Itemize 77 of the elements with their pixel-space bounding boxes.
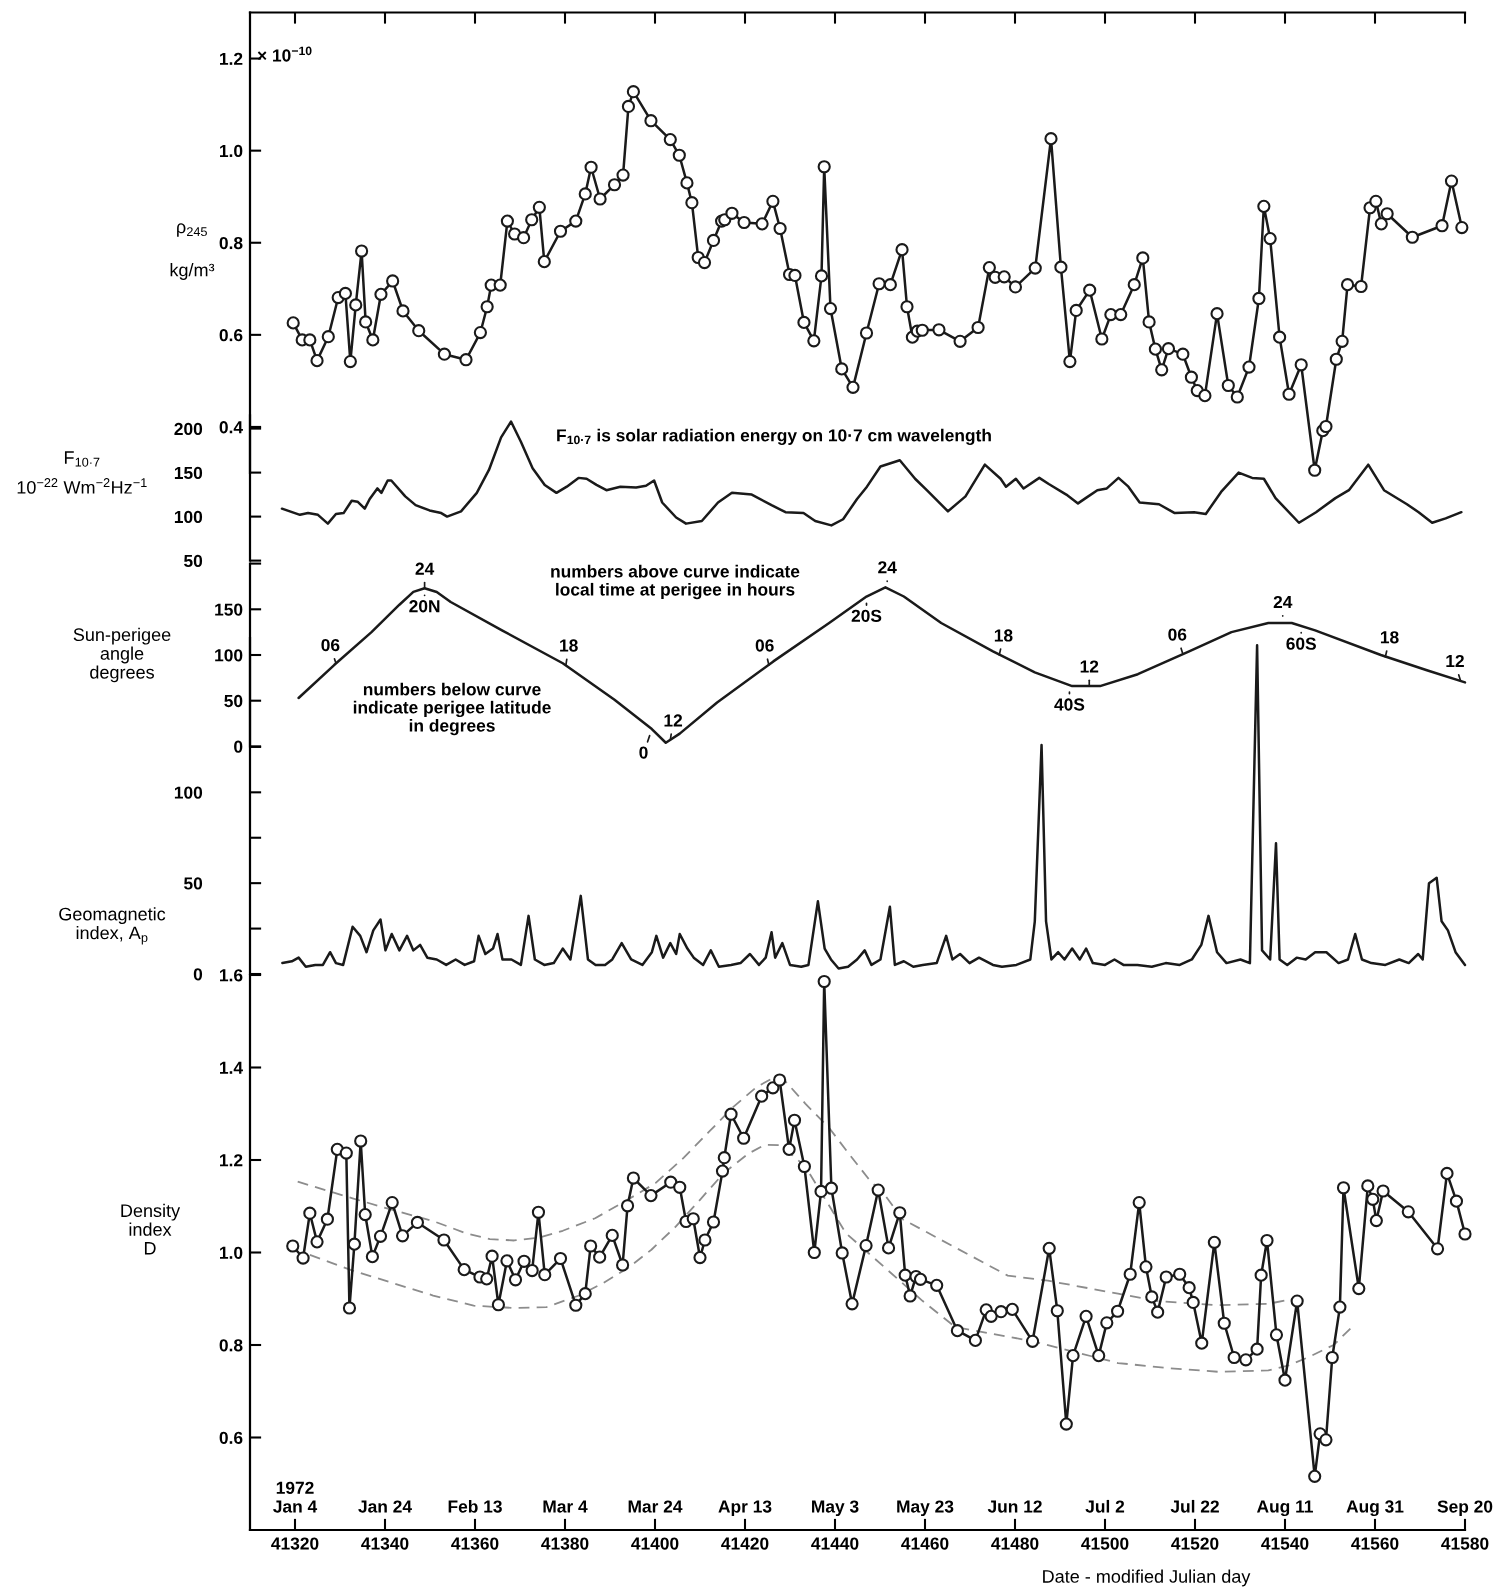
x2-tick-label: Jul 2 bbox=[1085, 1499, 1125, 1513]
annotation: 06 bbox=[755, 639, 774, 652]
x2-tick-label: Aug 31 bbox=[1346, 1500, 1404, 1517]
annotation: 0 bbox=[639, 746, 648, 759]
x-tick-label: 41540 bbox=[1261, 1537, 1309, 1550]
y-tick-label: 1.0 bbox=[220, 1246, 243, 1259]
text: F$_{10·7}$ 10$^{−22}$ Wm$^{−2}$Hz$^{−1}$ bbox=[17, 451, 147, 494]
y-tick-label: 150 bbox=[215, 603, 243, 616]
annotation: 24 bbox=[878, 561, 897, 574]
y-tick-label: 0.6 bbox=[219, 329, 243, 342]
x2-tick-label: May 23 bbox=[897, 1500, 954, 1517]
y-tick-label: 0.4 bbox=[219, 421, 243, 434]
y-tick-label: 150 bbox=[174, 466, 203, 480]
x2-tick-label: May 3 bbox=[812, 1500, 859, 1517]
y-tick-label: 50 bbox=[184, 877, 203, 890]
y-axis-title: Geomagnetic index, A$_{p}$ bbox=[59, 907, 166, 945]
y-tick-label: 0 bbox=[193, 968, 203, 981]
x-tick-label: 41340 bbox=[361, 1537, 409, 1550]
y-tick-label: 1.0 bbox=[220, 144, 243, 158]
annotation: 12 bbox=[1446, 654, 1464, 668]
y-tick-label: 1.2 bbox=[220, 52, 243, 65]
x-tick-label: 41420 bbox=[721, 1537, 769, 1550]
x2-tick-label: Mar 4 bbox=[543, 1500, 588, 1513]
annotation: 18 bbox=[1380, 631, 1399, 644]
x2-tick-label: Mar 24 bbox=[628, 1500, 683, 1513]
annotation: 20N bbox=[409, 600, 440, 613]
annotation: 24 bbox=[415, 562, 435, 575]
y-tick-label: 0.6 bbox=[219, 1431, 243, 1444]
y-tick-label: 0.8 bbox=[219, 236, 243, 250]
x-tick-label: 41360 bbox=[451, 1537, 499, 1550]
annotation: F$_{10·7}$ is solar radiation energy on 10·7 cm wavelength bbox=[557, 428, 991, 446]
y-axis-title: Sun-perigee angle degrees bbox=[73, 627, 171, 683]
annotation: 18 bbox=[994, 629, 1013, 642]
line-series bbox=[280, 420, 1463, 527]
annotation: 06 bbox=[321, 638, 340, 652]
y-tick-label: 1.6 bbox=[220, 969, 243, 982]
annotation: 18 bbox=[560, 639, 578, 652]
text: ρ$_{245}$ kg/m³ bbox=[170, 223, 215, 280]
annotation: 40S bbox=[1054, 698, 1085, 711]
annotation: numbers above curve indicate local time at perigee in hours bbox=[551, 564, 800, 600]
annotation: 12 bbox=[664, 714, 683, 727]
x-tick-label: 41400 bbox=[631, 1537, 679, 1550]
annotation: numbers below curve indicate perigee latitude in degrees bbox=[353, 682, 551, 736]
y-tick-label: 50 bbox=[224, 694, 243, 708]
x2-tick-label: Apr 13 bbox=[718, 1500, 772, 1517]
y-tick-label: 1.4 bbox=[220, 1061, 243, 1074]
y-tick-label: 1.2 bbox=[220, 1154, 243, 1167]
annotation: 24 bbox=[1273, 595, 1293, 609]
x-tick-label: 41520 bbox=[1171, 1537, 1219, 1550]
x-tick-label: 41500 bbox=[1081, 1537, 1129, 1550]
y-axis-title: Density index D bbox=[121, 1203, 181, 1255]
x-tick-label: 41380 bbox=[541, 1537, 589, 1550]
y-tick-label: 50 bbox=[184, 554, 203, 568]
x-tick-label: 41480 bbox=[991, 1537, 1039, 1550]
x-axis-title: Date - modified Julian day bbox=[1043, 1569, 1251, 1587]
x2-tick-label: Jun 12 bbox=[987, 1500, 1042, 1513]
y-tick-label: 0.8 bbox=[219, 1339, 243, 1352]
y-tick-label: 100 bbox=[174, 510, 203, 524]
annotation: 06 bbox=[1168, 628, 1187, 641]
y-tick-label: 100 bbox=[174, 786, 203, 799]
x2-tick-label: Jan 24 bbox=[358, 1500, 412, 1513]
x-tick-label: 41460 bbox=[901, 1537, 949, 1550]
x-tick-label: 41560 bbox=[1351, 1537, 1399, 1550]
annotation: 20S bbox=[851, 609, 882, 622]
annotation: 12 bbox=[1080, 660, 1099, 673]
x-tick-label: 41320 bbox=[271, 1537, 319, 1550]
y-tick-label: 200 bbox=[174, 422, 203, 436]
x2-tick-label: Sep 20 bbox=[1437, 1500, 1493, 1517]
y-tick-label: 0 bbox=[234, 740, 243, 753]
x2-tick-label: 1972 Jan 4 bbox=[273, 1481, 318, 1513]
x2-tick-label: Jul 22 bbox=[1170, 1499, 1219, 1513]
x-tick-label: 41440 bbox=[811, 1537, 859, 1550]
x2-tick-label: Aug 11 bbox=[1256, 1500, 1313, 1517]
x2-tick-label: Feb 13 bbox=[448, 1499, 502, 1513]
x-tick-label: 41580 bbox=[1441, 1537, 1489, 1550]
y-tick-label: 100 bbox=[215, 649, 243, 662]
annotation: 60S bbox=[1286, 637, 1316, 650]
